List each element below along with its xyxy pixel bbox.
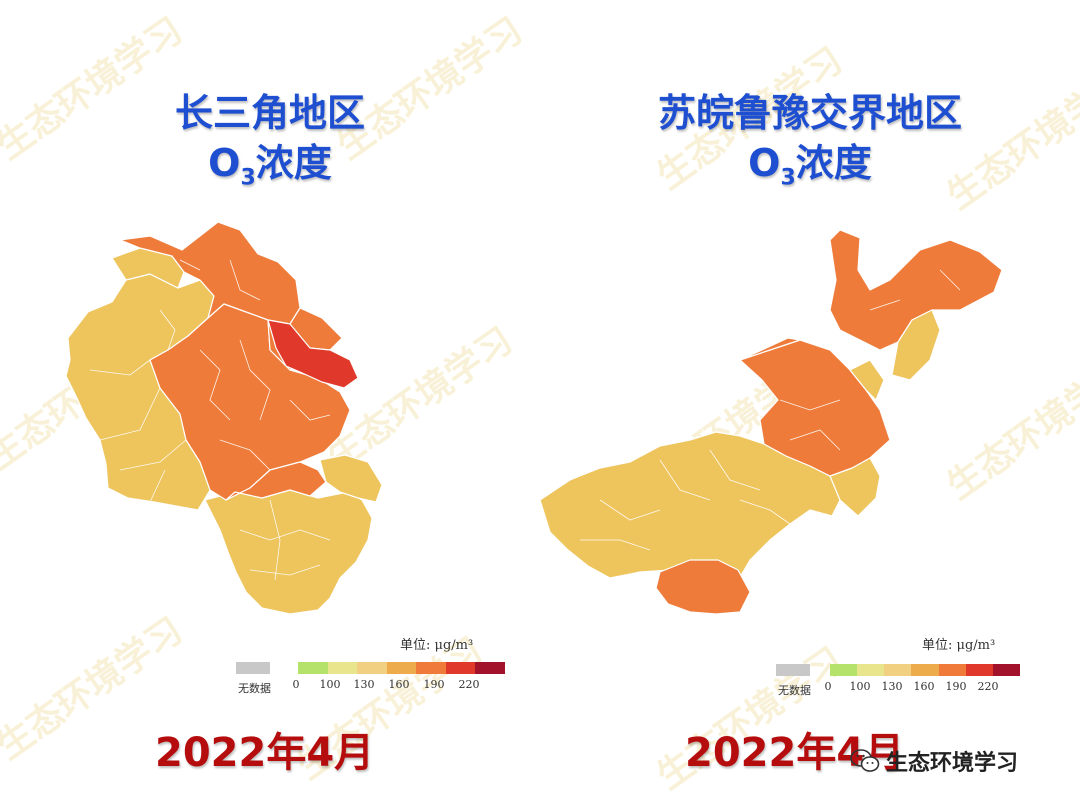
legend-swatch <box>938 664 966 676</box>
legend-unit: 单位: μg/m³ <box>400 638 474 653</box>
legend-tick: 220 <box>458 678 480 691</box>
legend-tick: 130 <box>353 678 375 691</box>
border-o3-map <box>540 229 1003 615</box>
legend-swatch <box>327 662 358 674</box>
region-south-mid <box>655 559 751 615</box>
legend-swatch <box>965 664 993 676</box>
region-shanghai <box>267 319 359 389</box>
legend-swatch <box>830 664 858 676</box>
legend-swatch <box>298 662 328 674</box>
region-northeast-low <box>891 309 941 381</box>
yrd-o3-map <box>65 221 383 615</box>
region-central <box>149 303 351 501</box>
wechat-brand: 生态环境学习 <box>850 745 1018 777</box>
legend-swatch <box>911 664 939 676</box>
map-subtitle: O3浓度 <box>208 141 332 191</box>
legend-swatch <box>992 664 1020 676</box>
legend-tick: 0 <box>292 678 300 691</box>
legend-colorbar <box>298 662 506 674</box>
region-southwest <box>540 431 841 597</box>
county-boundaries <box>580 269 961 551</box>
region-south-central <box>225 461 327 501</box>
legend-swatch <box>445 662 476 674</box>
legend-tick: 100 <box>319 678 341 691</box>
legend-tick: 220 <box>977 680 999 693</box>
yrd-panel: 长三角地区 O3浓度 <box>65 91 506 776</box>
map-title: 长三角地区 <box>174 91 365 135</box>
nodata-swatch <box>236 662 270 674</box>
legend-tick: 100 <box>849 680 871 693</box>
region-zhejiang-south <box>204 489 373 615</box>
nodata-swatch <box>776 664 810 676</box>
legend-swatch <box>475 662 506 674</box>
legend-swatch <box>357 662 387 674</box>
legend-swatch <box>884 664 912 676</box>
legend-tick: 190 <box>423 678 445 691</box>
date-label: 2022年4月 <box>155 730 375 776</box>
legend-unit: 单位: μg/m³ <box>922 638 996 653</box>
county-boundaries <box>89 259 331 581</box>
legend-tick: 190 <box>945 680 967 693</box>
region-east-coast <box>849 359 885 401</box>
region-west-arm <box>739 337 801 361</box>
legend-swatch <box>416 662 446 674</box>
region-zhejiang-coast <box>319 454 383 503</box>
legend-tick: 0 <box>824 680 832 693</box>
nodata-label: 无数据 <box>778 684 811 697</box>
nodata-label: 无数据 <box>238 682 271 695</box>
brand-label: 生态环境学习 <box>886 751 1019 776</box>
map-subtitle: O3浓度 <box>748 141 872 191</box>
border-region-panel: 苏皖鲁豫交界地区 O3浓度 <box>540 0 1080 810</box>
legend-swatch <box>857 664 885 676</box>
legend-tick: 160 <box>913 680 935 693</box>
legend-tick: 160 <box>388 678 410 691</box>
region-north <box>829 229 1003 351</box>
wechat-icon <box>850 749 880 772</box>
legend-colorbar <box>830 664 1020 676</box>
legend-tick: 130 <box>881 680 903 693</box>
map-title: 苏皖鲁豫交界地区 <box>657 91 962 135</box>
legend-swatch <box>386 662 417 674</box>
